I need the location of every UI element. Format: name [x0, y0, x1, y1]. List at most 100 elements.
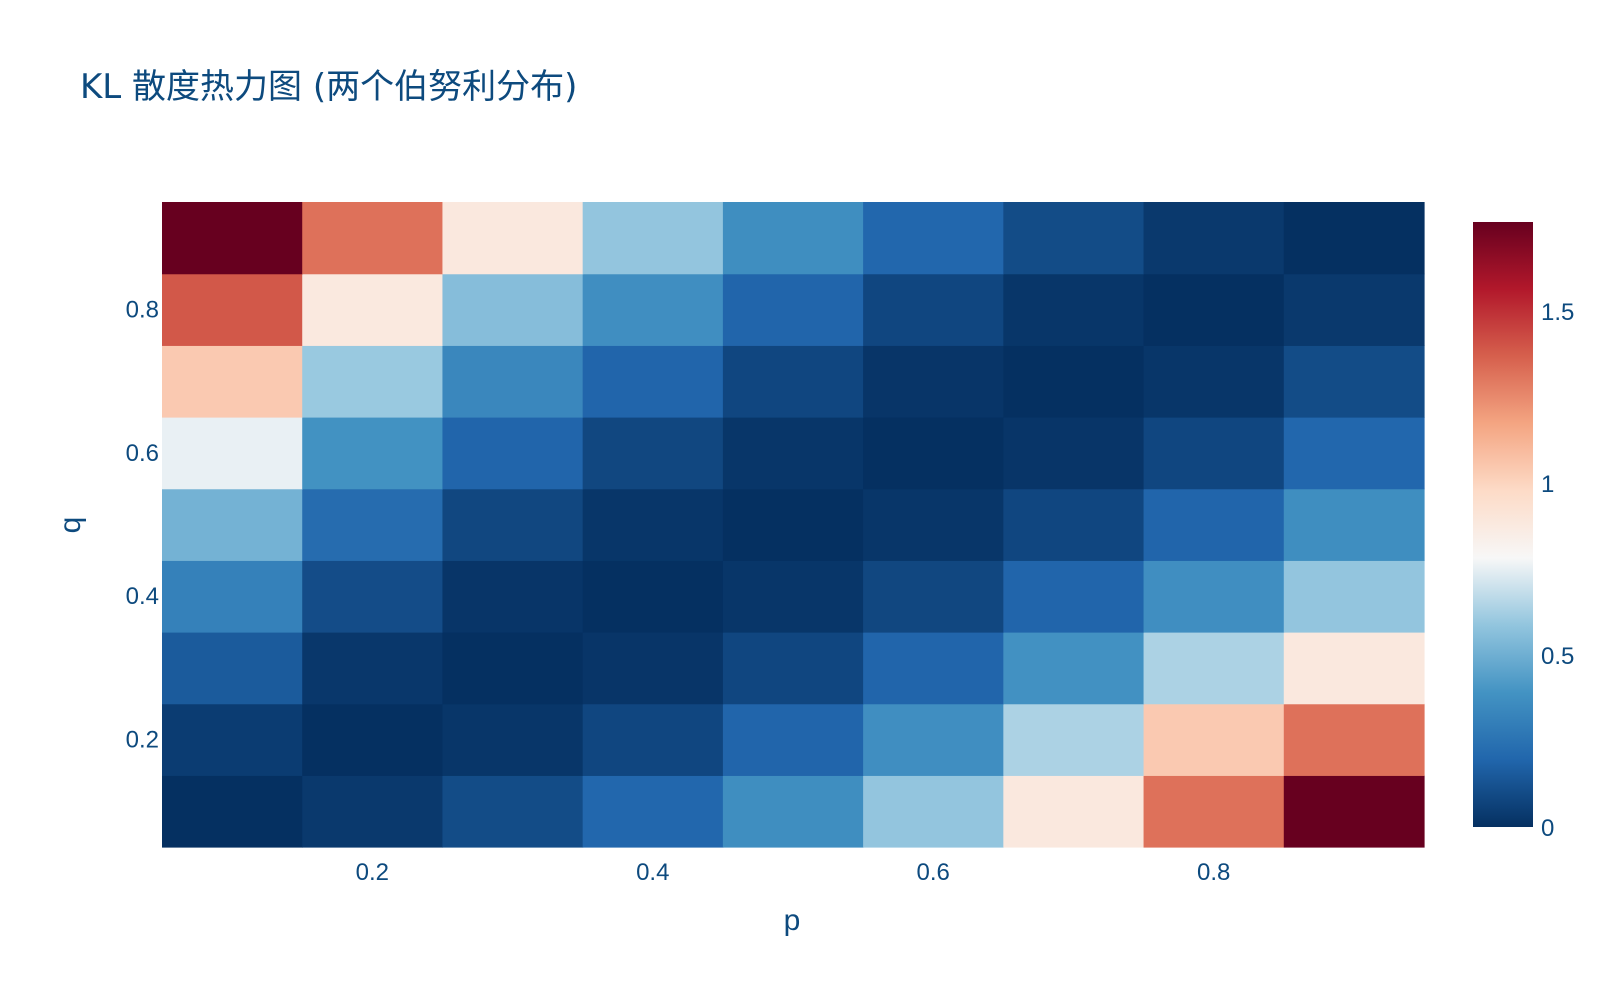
y-tick-label: 0.6 [126, 440, 159, 467]
heatmap-cell [863, 202, 1004, 275]
heatmap-cell [162, 417, 303, 490]
heatmap-cell [1143, 488, 1285, 561]
colorbar-tick-label: 0 [1541, 815, 1554, 842]
heatmap-cell [442, 273, 584, 346]
colorbar-ticks: 0 0.5 1 1.5 [1533, 299, 1574, 842]
y-tick-label: 0.8 [126, 297, 159, 324]
heatmap-cell [442, 703, 584, 776]
heatmap-cell [722, 273, 864, 346]
heatmap-cell [162, 703, 303, 776]
heatmap-cell [1003, 417, 1145, 490]
heatmap-cell [442, 632, 584, 705]
heatmap-cell [722, 417, 864, 490]
heatmap-cell [863, 273, 1004, 346]
heatmap-cell [442, 775, 584, 848]
heatmap-cell [442, 202, 584, 275]
heatmap-cell [1283, 775, 1425, 848]
heatmap-cell [1143, 703, 1285, 776]
x-tick-label: 0.8 [1197, 859, 1230, 886]
heatmap-cell [302, 775, 444, 848]
heatmap-cell [722, 632, 864, 705]
heatmap-cell [442, 488, 584, 561]
heatmap-cell [162, 775, 303, 848]
heatmap-cell [302, 417, 444, 490]
heatmap-cells [162, 202, 1425, 848]
heatmap-cell [1143, 560, 1285, 633]
heatmap-cell [582, 775, 724, 848]
heatmap-cell [1003, 703, 1145, 776]
heatmap-cell [1283, 417, 1425, 490]
heatmap-cell [1003, 345, 1145, 418]
heatmap-cell [863, 417, 1004, 490]
heatmap-cell [582, 202, 724, 275]
chart-title: KL 散度热力图 (两个伯努利分布) [80, 67, 577, 107]
heatmap-cell [1003, 202, 1145, 275]
heatmap-cell [863, 632, 1004, 705]
heatmap-cell [1283, 273, 1425, 346]
heatmap-cell [722, 560, 864, 633]
heatmap-cell [1003, 273, 1145, 346]
colorbar-tick-label: 1.5 [1541, 299, 1574, 326]
colorbar [1473, 222, 1533, 827]
heatmap-cell [162, 273, 303, 346]
heatmap-cell [1283, 632, 1425, 705]
x-axis-title: p [784, 904, 801, 937]
heatmap-cell [302, 273, 444, 346]
heatmap-cell [863, 775, 1004, 848]
heatmap-cell [582, 488, 724, 561]
heatmap-cell [1283, 488, 1425, 561]
heatmap-cell [1143, 775, 1285, 848]
heatmap-cell [722, 488, 864, 561]
heatmap-cell [1003, 560, 1145, 633]
x-tick-label: 0.4 [636, 859, 669, 886]
heatmap-cell [722, 345, 864, 418]
heatmap-cell [1143, 202, 1285, 275]
heatmap-cell [863, 560, 1004, 633]
heatmap-cell [582, 703, 724, 776]
heatmap-cell [722, 775, 864, 848]
heatmap-cell [582, 345, 724, 418]
y-axis-title: q [54, 517, 87, 534]
heatmap-cell [722, 202, 864, 275]
heatmap-cell [162, 345, 303, 418]
heatmap-cell [1143, 273, 1285, 346]
x-tick-label: 0.2 [356, 859, 389, 886]
heatmap-cell [863, 345, 1004, 418]
heatmap-cell [302, 345, 444, 418]
heatmap-cell [302, 560, 444, 633]
y-tick-label: 0.4 [126, 583, 159, 610]
colorbar-tick-label: 1 [1541, 471, 1554, 498]
heatmap-cell [863, 488, 1004, 561]
heatmap-cell [442, 417, 584, 490]
heatmap-cell [1283, 560, 1425, 633]
x-tick-label: 0.6 [917, 859, 950, 886]
heatmap-cell [582, 273, 724, 346]
heatmap-cell [582, 560, 724, 633]
heatmap-cell [1283, 202, 1425, 275]
y-axis-ticks: 0.2 0.4 0.6 0.8 [126, 297, 159, 754]
heatmap-cell [442, 560, 584, 633]
heatmap-cell [162, 202, 303, 275]
heatmap-cell [1143, 632, 1285, 705]
heatmap-cell [582, 417, 724, 490]
heatmap-cell [162, 560, 303, 633]
heatmap-cell [1003, 775, 1145, 848]
heatmap-cell [1003, 488, 1145, 561]
heatmap-cell [722, 703, 864, 776]
heatmap-cell [162, 488, 303, 561]
heatmap-cell [1143, 345, 1285, 418]
x-axis-ticks: 0.2 0.4 0.6 0.8 [356, 859, 1231, 886]
heatmap-cell [302, 488, 444, 561]
heatmap-cell [1143, 417, 1285, 490]
heatmap-cell [1003, 632, 1145, 705]
heatmap-cell [302, 632, 444, 705]
y-tick-label: 0.2 [126, 727, 159, 754]
heatmap-cell [863, 703, 1004, 776]
heatmap-cell [1283, 703, 1425, 776]
heatmap-cell [442, 345, 584, 418]
colorbar-tick-label: 0.5 [1541, 643, 1574, 670]
heatmap-cell [582, 632, 724, 705]
heatmap-cell [302, 202, 444, 275]
heatmap-cell [1283, 345, 1425, 418]
